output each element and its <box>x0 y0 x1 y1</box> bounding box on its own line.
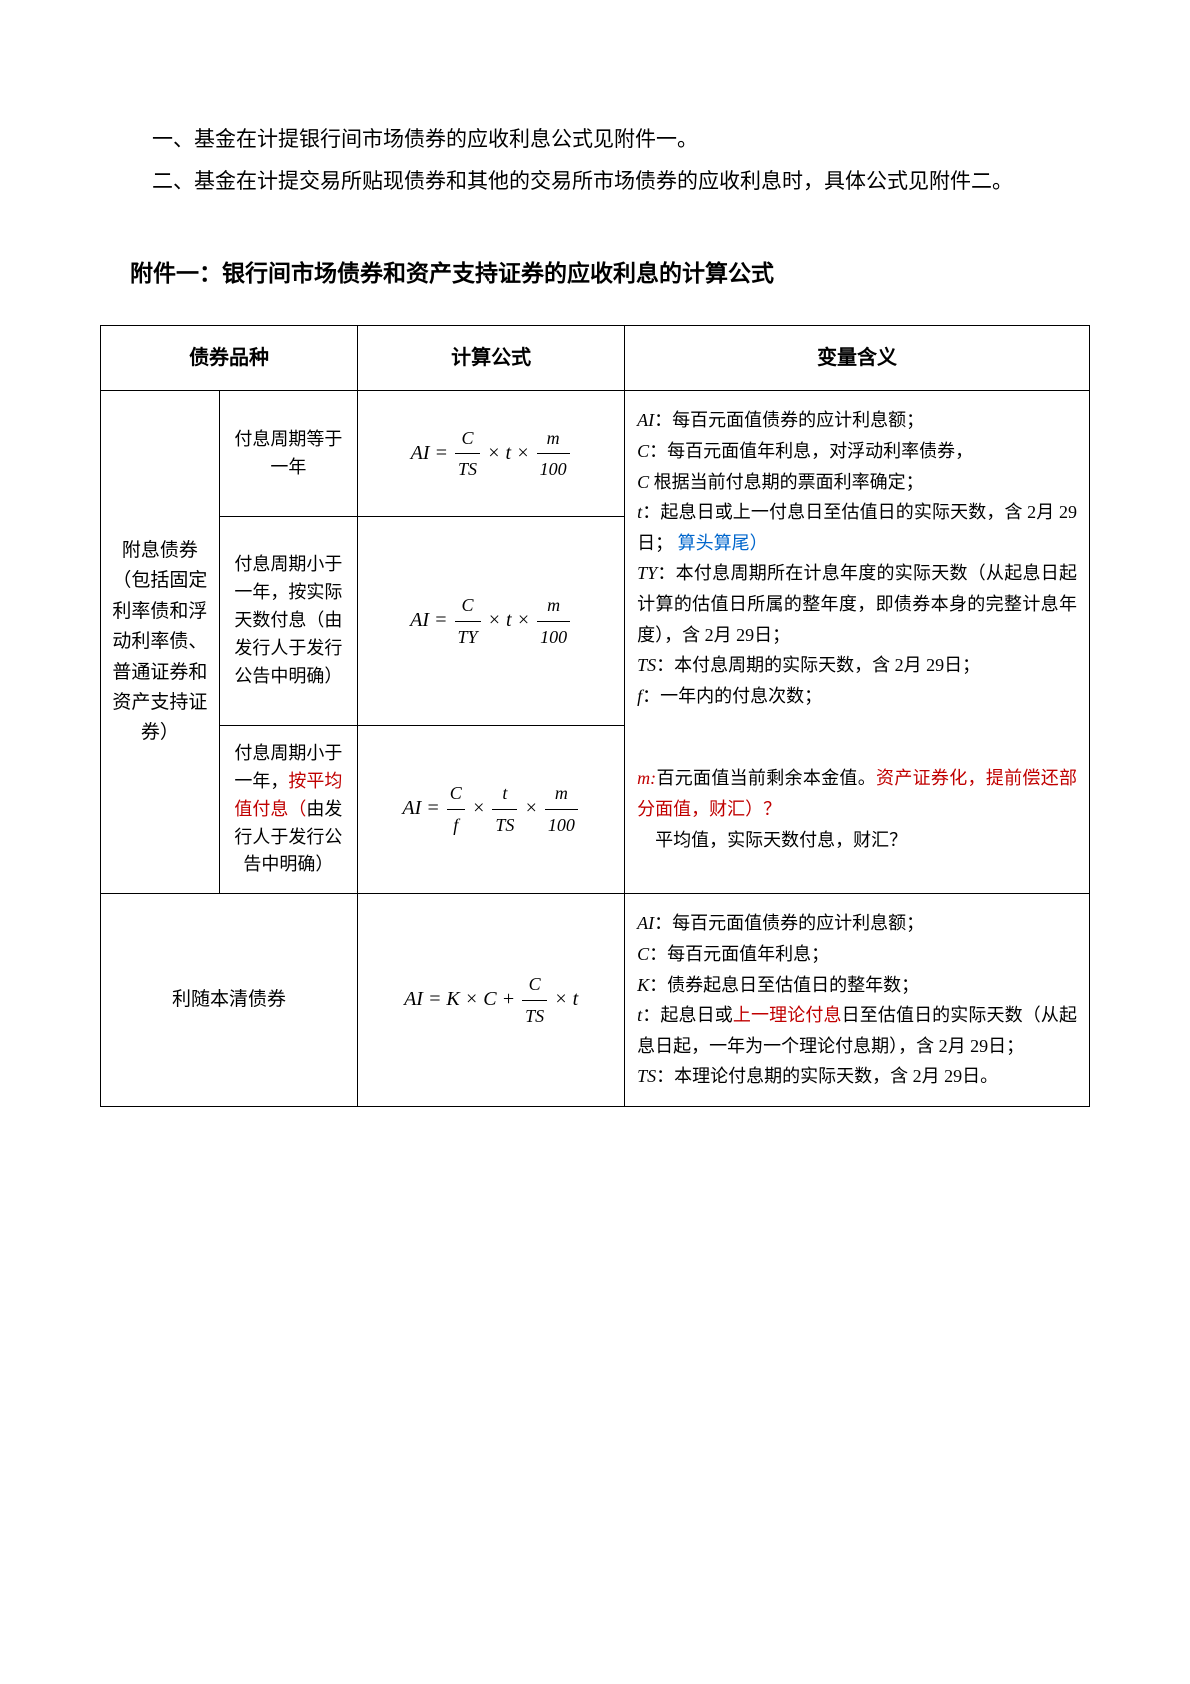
header-variables: 变量含义 <box>625 326 1090 391</box>
sub-type-1: 付息周期等于一年 <box>219 391 357 517</box>
header-bond-type: 债券品种 <box>101 326 358 391</box>
bond-type-main: 附息债券（包括固定利率债和浮动利率债、普通证券和资产支持证券） <box>101 391 220 894</box>
intro-section: 一、基金在计提银行间市场债券的应收利息公式见附件一。 二、基金在计提交易所贴现债… <box>100 120 1090 202</box>
table-header-row: 债券品种 计算公式 变量含义 <box>101 326 1090 391</box>
bond-type-2: 利随本清债券 <box>101 894 358 1107</box>
header-formula: 计算公式 <box>358 326 625 391</box>
variables-row2: AI：每百元面值债券的应计利息额； C：每百元面值年利息； K：债券起息日至估值… <box>625 894 1090 1107</box>
formula-1: AI = CTS × t × m100 <box>358 391 625 517</box>
table-row: 利随本清债券 AI = K × C + CTS × t AI：每百元面值债券的应… <box>101 894 1090 1107</box>
formula-2: AI = CTY × t × m100 <box>358 517 625 726</box>
formula-table: 债券品种 计算公式 变量含义 附息债券（包括固定利率债和浮动利率债、普通证券和资… <box>100 325 1090 1106</box>
section-title: 附件一：银行间市场债券和资产支持证券的应收利息的计算公式 <box>130 252 1090 296</box>
intro-p1: 一、基金在计提银行间市场债券的应收利息公式见附件一。 <box>110 120 1080 160</box>
formula-4: AI = K × C + CTS × t <box>358 894 625 1107</box>
formula-3: AI = Cf × tTS × m100 <box>358 725 625 893</box>
variables-top: AI：每百元面值债券的应计利息额； C：每百元面值年利息，对浮动利率债券， C … <box>625 391 1090 725</box>
table-row: 付息周期小于一年，按平均值付息（由发行人于发行公告中明确） AI = Cf × … <box>101 725 1090 893</box>
sub-type-2: 付息周期小于一年，按实际天数付息（由发行人于发行公告中明确） <box>219 517 357 726</box>
sub-type-3: 付息周期小于一年，按平均值付息（由发行人于发行公告中明确） <box>219 725 357 893</box>
variables-bottom: m:百元面值当前剩余本金值。资产证券化，提前偿还部分面值，财汇）？ 平均值，实际… <box>625 725 1090 893</box>
intro-p2: 二、基金在计提交易所贴现债券和其他的交易所市场债券的应收利息时，具体公式见附件二… <box>110 162 1080 202</box>
table-row: 附息债券（包括固定利率债和浮动利率债、普通证券和资产支持证券） 付息周期等于一年… <box>101 391 1090 517</box>
